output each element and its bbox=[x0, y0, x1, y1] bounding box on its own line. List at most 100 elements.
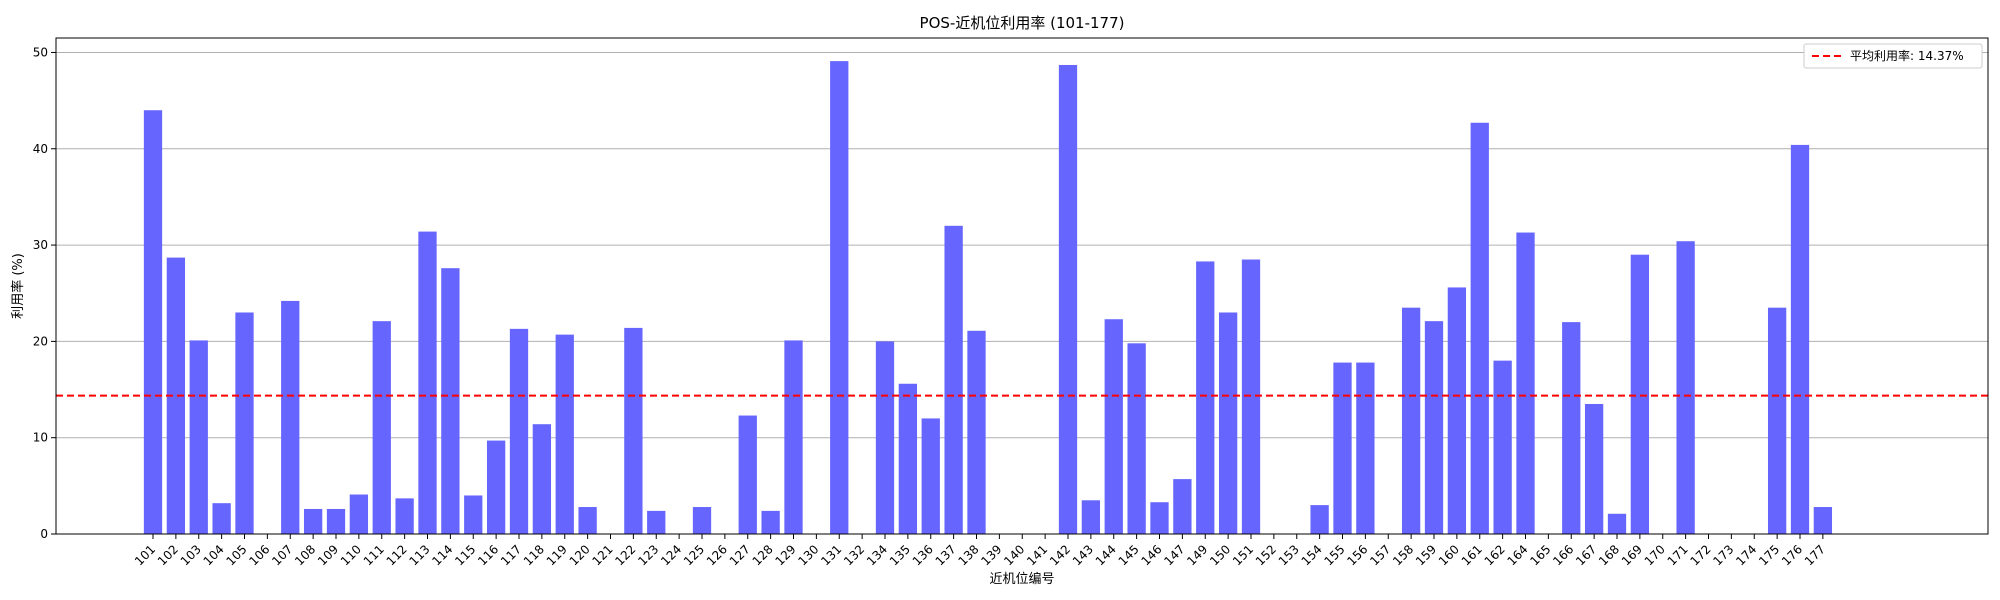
bar bbox=[532, 424, 552, 534]
x-axis: 1011021031041051061071081091101111121131… bbox=[132, 534, 1828, 568]
bar bbox=[281, 300, 300, 534]
x-tick-label: 141 bbox=[1024, 542, 1050, 568]
bar bbox=[875, 341, 895, 534]
x-tick-label: 177 bbox=[1802, 542, 1828, 568]
bar bbox=[395, 498, 414, 534]
x-tick-label: 126 bbox=[704, 542, 730, 568]
x-tick-label: 120 bbox=[567, 542, 593, 568]
x-tick-label: 107 bbox=[269, 542, 295, 568]
x-tick-label: 137 bbox=[933, 542, 959, 568]
bars bbox=[143, 61, 1833, 535]
x-tick-label: 142 bbox=[1047, 542, 1073, 568]
chart-title: POS-近机位利用率 (101-177) bbox=[920, 14, 1125, 32]
x-tick-label: 124 bbox=[658, 542, 684, 568]
x-tick-label: 132 bbox=[841, 542, 867, 568]
bar bbox=[486, 440, 506, 534]
x-tick-label: 112 bbox=[384, 542, 410, 568]
x-tick-label: 175 bbox=[1756, 542, 1782, 568]
x-tick-label: 176 bbox=[1779, 542, 1805, 568]
x-tick-label: 108 bbox=[292, 542, 318, 568]
bar bbox=[1401, 307, 1421, 534]
x-tick-label: 119 bbox=[544, 542, 570, 568]
x-tick-label: 117 bbox=[498, 542, 524, 568]
x-tick-label: 109 bbox=[315, 542, 341, 568]
legend-label: 平均利用率: 14.37% bbox=[1850, 48, 1964, 63]
x-tick-label: 174 bbox=[1733, 542, 1759, 568]
bar bbox=[212, 503, 231, 534]
bar bbox=[1058, 64, 1078, 535]
x-tick-label: 171 bbox=[1665, 542, 1691, 568]
x-tick-label: 144 bbox=[1093, 542, 1119, 568]
x-tick-label: 152 bbox=[1253, 542, 1279, 568]
x-tick-label: 143 bbox=[1070, 542, 1096, 568]
x-tick-label: 169 bbox=[1619, 542, 1645, 568]
bar bbox=[761, 510, 780, 534]
bar bbox=[1218, 312, 1238, 534]
x-tick-label: 168 bbox=[1596, 542, 1622, 568]
legend: 平均利用率: 14.37% bbox=[1803, 43, 1983, 69]
x-tick-label: 136 bbox=[910, 542, 936, 568]
bar bbox=[944, 225, 963, 534]
x-tick-label: 130 bbox=[795, 542, 821, 568]
bar bbox=[509, 328, 529, 534]
x-tick-label: 162 bbox=[1482, 542, 1508, 568]
x-tick-label: 161 bbox=[1459, 542, 1485, 568]
bar bbox=[235, 312, 254, 534]
bar bbox=[555, 334, 574, 534]
bar bbox=[784, 340, 803, 534]
y-tick-label: 10 bbox=[33, 431, 48, 445]
bar bbox=[1081, 500, 1101, 534]
x-tick-label: 145 bbox=[1116, 542, 1142, 568]
x-tick-label: 116 bbox=[475, 542, 501, 568]
bar bbox=[372, 321, 391, 534]
x-tick-label: 104 bbox=[201, 542, 227, 568]
bar bbox=[1562, 322, 1581, 534]
bar bbox=[1356, 362, 1375, 534]
bar bbox=[1127, 343, 1146, 534]
x-tick-label: 165 bbox=[1527, 542, 1553, 568]
x-tick-label: 110 bbox=[338, 542, 364, 568]
x-tick-label: 106 bbox=[246, 542, 272, 568]
x-tick-label: 125 bbox=[681, 542, 707, 568]
bar bbox=[1447, 287, 1467, 534]
bar bbox=[1470, 122, 1489, 535]
x-tick-label: 134 bbox=[864, 542, 890, 568]
y-tick-label: 50 bbox=[33, 45, 48, 59]
bar bbox=[1813, 507, 1833, 534]
y-tick-label: 20 bbox=[33, 334, 48, 348]
bar bbox=[921, 418, 940, 534]
bar bbox=[1333, 362, 1352, 534]
bar bbox=[578, 507, 597, 534]
x-tick-label: 121 bbox=[590, 542, 616, 568]
bar bbox=[738, 415, 757, 534]
x-tick-label: 158 bbox=[1390, 542, 1416, 568]
bar bbox=[1241, 259, 1261, 534]
legend-box bbox=[1803, 43, 1983, 69]
plot-frame bbox=[55, 37, 1989, 535]
bar bbox=[326, 508, 346, 534]
x-tick-label: 105 bbox=[224, 542, 250, 568]
bar bbox=[418, 231, 437, 534]
bar bbox=[1630, 254, 1650, 534]
y-tick-label: 0 bbox=[40, 527, 48, 541]
y-tick-label: 30 bbox=[33, 238, 48, 252]
x-tick-label: 102 bbox=[155, 542, 181, 568]
y-axis-label: 利用率 (%) bbox=[10, 253, 26, 319]
x-tick-label: 113 bbox=[407, 542, 433, 568]
bar bbox=[1424, 321, 1444, 534]
bar bbox=[647, 510, 666, 534]
x-tick-label: 149 bbox=[1184, 542, 1210, 568]
x-tick-label: 156 bbox=[1344, 542, 1370, 568]
x-tick-label: 131 bbox=[818, 542, 844, 568]
x-tick-label: 146 bbox=[1139, 542, 1165, 568]
bar bbox=[1607, 513, 1627, 534]
y-axis: 0 10 20 30 40 50 bbox=[33, 45, 56, 541]
x-tick-label: 172 bbox=[1688, 542, 1714, 568]
x-tick-label: 122 bbox=[612, 542, 638, 568]
x-tick-label: 159 bbox=[1413, 542, 1439, 568]
bar bbox=[898, 383, 918, 534]
bar bbox=[830, 61, 849, 534]
x-tick-label: 127 bbox=[727, 542, 753, 568]
x-tick-label: 101 bbox=[132, 542, 158, 568]
x-axis-label: 近机位编号 bbox=[989, 572, 1054, 587]
